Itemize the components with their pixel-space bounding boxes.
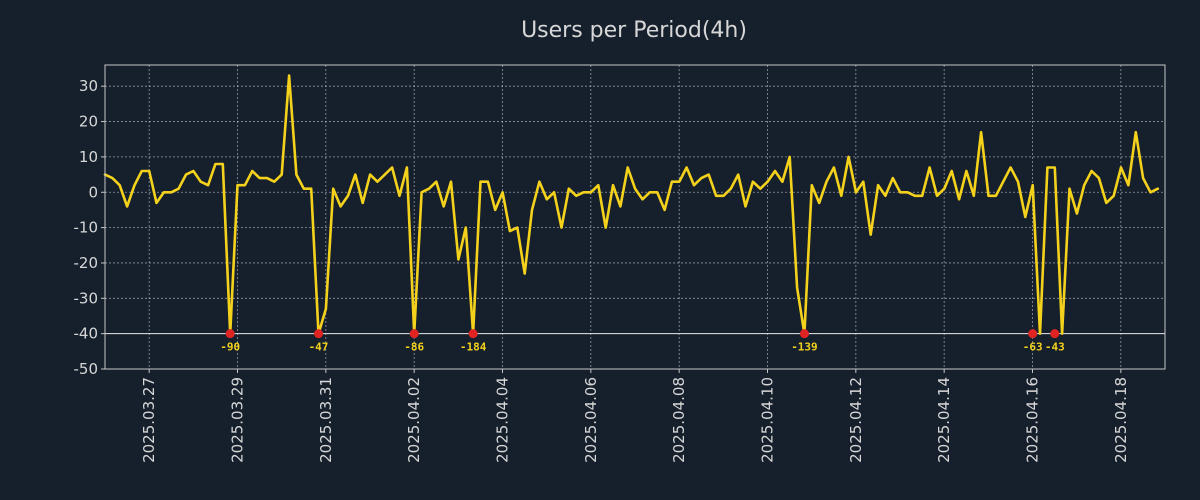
outlier-marker [1028,329,1038,339]
x-tick-label: 2025.03.31 [317,377,335,463]
x-tick-label: 2025.04.18 [1112,377,1130,463]
y-axis: -50 -40 -30 -20 -10 0 10 20 30 [74,77,105,378]
outlier-marker [225,329,235,339]
x-tick-label: 2025.04.12 [847,377,865,463]
y-tick-label: 0 [88,183,98,201]
y-tick-label: -10 [74,219,99,237]
y-tick-label: -50 [74,360,99,378]
y-tick-label: -40 [74,325,99,343]
x-tick-label: 2025.04.14 [935,377,953,463]
chart-title: Users per Period(4h) [521,18,747,43]
outlier-label: -86 [404,341,424,354]
y-tick-label: 20 [79,113,98,131]
x-tick-label: 2025.04.16 [1024,377,1042,463]
x-tick-label: 2025.04.08 [670,377,688,463]
outlier-label: -139 [791,341,818,354]
outlier-marker [468,329,478,339]
series-line [103,74,1160,336]
outlier-marker [314,329,324,339]
y-tick-label: 30 [79,77,98,95]
x-axis: 2025.03.27 2025.03.29 2025.03.31 2025.04.02… [140,369,1130,463]
series-layer [103,74,1160,336]
y-tick-label: -30 [74,289,99,307]
y-tick-label: 10 [79,148,98,166]
x-tick-label: 2025.03.27 [140,377,158,463]
outlier-marker [409,329,419,339]
outlier-label: -63 [1023,341,1043,354]
y-tick-label: -20 [74,254,99,272]
outlier-marker [1050,329,1060,339]
outlier-markers: -90 -47 -86 -184 -139 -63 -43 [220,329,1065,354]
outlier-marker [799,329,809,339]
plot-frame [104,64,1166,370]
x-tick-label: 2025.04.06 [582,377,600,463]
x-tick-label: 2025.03.29 [229,377,247,463]
outlier-label: -90 [220,341,240,354]
outlier-label: -43 [1045,341,1065,354]
outlier-label: -184 [460,341,487,354]
outlier-label: -47 [309,341,329,354]
x-tick-label: 2025.04.02 [405,377,423,463]
x-tick-label: 2025.04.04 [494,377,512,463]
grid-lines [105,65,1165,369]
x-tick-label: 2025.04.10 [759,377,777,463]
